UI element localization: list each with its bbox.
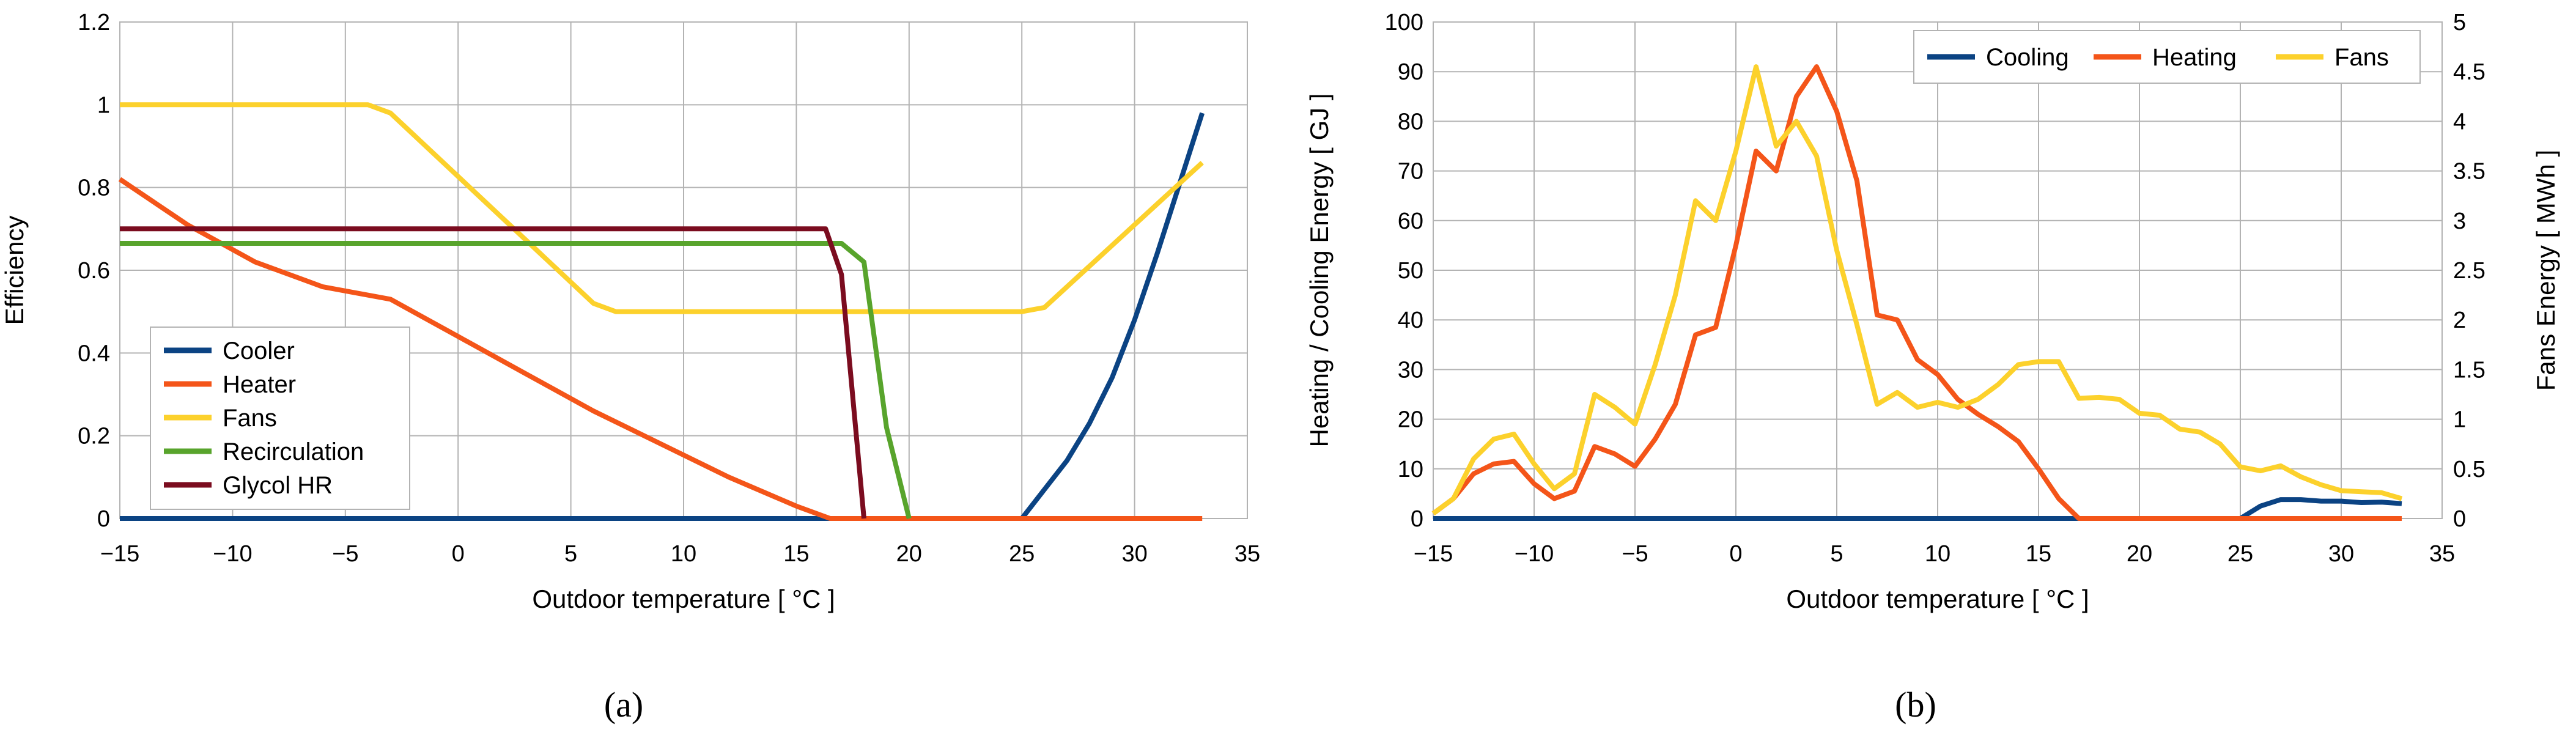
x-tick-label: 5: [564, 541, 577, 567]
y2-axis-label: Fans Energy [ MWh ]: [2531, 150, 2560, 391]
x-tick-label: 30: [1121, 541, 1147, 567]
y-tick-label: 50: [1398, 258, 1423, 284]
x-tick-label: 25: [2227, 541, 2253, 567]
y-tick-label: 0.4: [78, 341, 110, 366]
y-tick-label: 80: [1398, 109, 1423, 135]
series-line-fans: [120, 102, 1204, 314]
x-tick-label: 35: [2429, 541, 2455, 567]
x-tick-label: 20: [2127, 541, 2152, 567]
x-tick-label: 20: [896, 541, 922, 567]
legend-label-glycol-hr: Glycol HR: [223, 472, 333, 499]
y2-tick-label: 0: [2453, 506, 2466, 532]
y2-tick-label: 0.5: [2453, 457, 2486, 482]
x-tick-label: 30: [2328, 541, 2354, 567]
legend-label-recirculation: Recirculation: [223, 438, 364, 465]
x-axis-label: Outdoor temperature [ °C ]: [1786, 585, 2089, 613]
y-tick-label: 0.8: [78, 175, 110, 201]
y-tick-label: 1: [97, 92, 110, 118]
chart-panel-a: −15 −10 −5 0 5 10 15 20 25 30 35 0 0.2 0.4 0.6 0.8 1 1.2 O…: [0, 10, 1260, 725]
legend-box: [1913, 30, 2421, 84]
y2-tick-label: 3.5: [2453, 159, 2486, 185]
series-line-heating: [1431, 64, 2402, 521]
series-line-recirculation: [120, 241, 912, 519]
legend-label-cooling: Cooling: [1986, 44, 2069, 71]
y-tick-label: 30: [1398, 357, 1423, 383]
y-tick-label: 100: [1385, 10, 1423, 35]
y-tick-label: 0.2: [78, 424, 110, 449]
x-axis-label: Outdoor temperature [ °C ]: [532, 585, 835, 613]
y2-tick-label: 1: [2453, 407, 2466, 433]
legend-label-heating: Heating: [2152, 44, 2237, 71]
y2-tick-label: 3: [2453, 208, 2466, 234]
y-axis-label: Efficiency: [0, 216, 29, 325]
legend-label-fans: Fans: [2334, 44, 2389, 71]
y-tick-label: 1.2: [78, 10, 110, 35]
y2-tick-label: 4.5: [2453, 59, 2486, 85]
series-line-fans: [1431, 64, 2403, 516]
panel-caption: (a): [604, 685, 643, 725]
chart-panel-b: −15 −10 −5 0 5 10 15 20 25 30 35010203040506070809…: [1305, 10, 2560, 725]
x-tick-label: −5: [1622, 541, 1648, 567]
y-tick-label: 0: [1411, 506, 1423, 532]
x-tick-label: 5: [1830, 541, 1843, 567]
panel-caption: (b): [1895, 685, 1936, 725]
series-line-cooling: [1433, 497, 2402, 521]
y-tick-label: 60: [1398, 208, 1423, 234]
legend-label-heater: Heater: [223, 371, 296, 398]
x-tick-label: −5: [332, 541, 358, 567]
y-axis-label: Heating / Cooling Energy [ GJ ]: [1305, 94, 1334, 448]
x-tick-label: 25: [1009, 541, 1035, 567]
y-tick-label: 0.6: [78, 258, 110, 284]
y-tick-label: 90: [1398, 59, 1423, 85]
y-tick-label: 10: [1398, 457, 1423, 482]
x-tick-label: −15: [1414, 541, 1453, 567]
x-tick-label: 35: [1234, 541, 1260, 567]
y-tick-label: 20: [1398, 407, 1423, 433]
y2-tick-label: 1.5: [2453, 357, 2486, 383]
y2-tick-label: 2.5: [2453, 258, 2486, 284]
x-tick-label: 15: [783, 541, 809, 567]
legend: Cooling Heating Fans: [1913, 30, 2421, 84]
x-tick-label: −15: [100, 541, 139, 567]
x-tick-label: 0: [452, 541, 465, 567]
x-tick-label: −10: [1515, 541, 1554, 567]
legend-label-fans: Fans: [223, 405, 277, 432]
x-tick-label: 0: [1729, 541, 1742, 567]
series-line-heater: [118, 177, 1203, 521]
y2-tick-label: 4: [2453, 109, 2466, 135]
x-tick-label: 10: [671, 541, 696, 567]
y-tick-label: 70: [1398, 159, 1423, 185]
legend: Cooler Heater Fans Recirculation Glycol HR: [150, 327, 410, 510]
y2-tick-label: 5: [2453, 10, 2466, 35]
series-line-glycol-hr: [120, 226, 866, 519]
x-tick-label: −10: [213, 541, 252, 567]
y-tick-label: 40: [1398, 308, 1423, 333]
y-tick-label: 0: [97, 506, 110, 532]
x-tick-label: 10: [1925, 541, 1950, 567]
x-tick-label: 15: [2026, 541, 2051, 567]
y2-tick-label: 2: [2453, 308, 2466, 333]
series-line-cooler: [120, 112, 1205, 521]
legend-label-cooler: Cooler: [223, 338, 295, 364]
